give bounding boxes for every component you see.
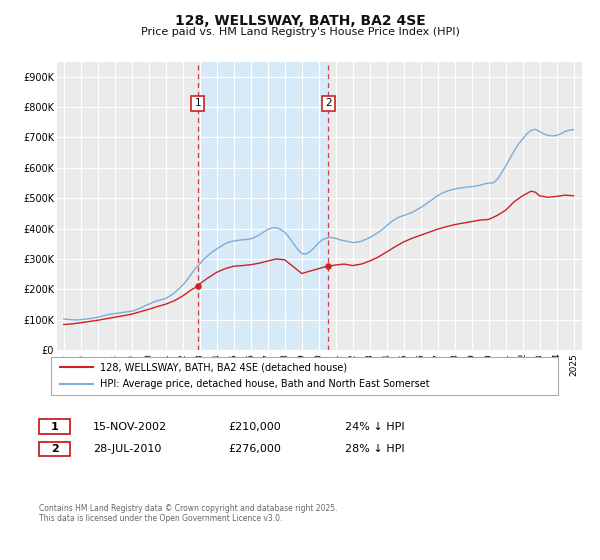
Text: 1: 1: [194, 99, 201, 109]
Point: [193, 282, 202, 291]
Text: 128, WELLSWAY, BATH, BA2 4SE: 128, WELLSWAY, BATH, BA2 4SE: [175, 14, 425, 28]
Text: 2: 2: [51, 444, 58, 454]
Text: 2: 2: [325, 99, 332, 109]
Text: 28-JUL-2010: 28-JUL-2010: [93, 444, 161, 454]
Text: £276,000: £276,000: [228, 444, 281, 454]
Text: HPI: Average price, detached house, Bath and North East Somerset: HPI: Average price, detached house, Bath…: [100, 379, 430, 389]
Text: 128, WELLSWAY, BATH, BA2 4SE (detached house): 128, WELLSWAY, BATH, BA2 4SE (detached h…: [100, 362, 347, 372]
Text: 24% ↓ HPI: 24% ↓ HPI: [345, 422, 404, 432]
Text: Price paid vs. HM Land Registry's House Price Index (HPI): Price paid vs. HM Land Registry's House …: [140, 27, 460, 37]
Text: 15-NOV-2002: 15-NOV-2002: [93, 422, 167, 432]
Bar: [197, 62, 328, 350]
Text: 1: 1: [51, 422, 58, 432]
Text: £210,000: £210,000: [228, 422, 281, 432]
Text: 28% ↓ HPI: 28% ↓ HPI: [345, 444, 404, 454]
Text: Contains HM Land Registry data © Crown copyright and database right 2025.
This d: Contains HM Land Registry data © Crown c…: [39, 504, 337, 524]
Point: [323, 262, 333, 270]
